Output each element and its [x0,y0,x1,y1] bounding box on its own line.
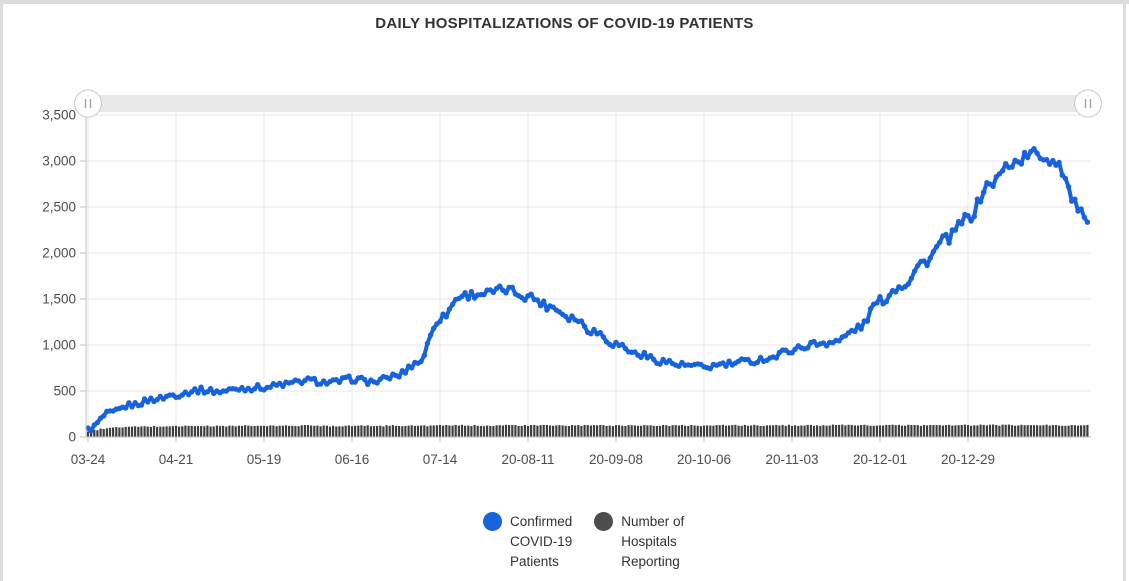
x-axis-label: 20-12-29 [941,452,995,467]
y-axis-label: 2,000 [42,246,76,261]
x-axis-label: 03-24 [71,452,106,467]
x-axis: 03-24 04-21 05-19 06-16 07-14 20-08-11 20-09-0… [71,437,995,467]
y-axis-label: 1,000 [42,338,76,353]
confirmed-patients-line [85,146,1091,434]
x-axis-label: 20-08-11 [501,452,554,467]
axes [85,112,1091,438]
x-axis-label: 07-14 [423,452,458,467]
y-axis-label: 1,500 [42,292,76,307]
legend-item-confirmed[interactable]: Confirmed COVID-19 Patients [483,512,572,572]
x-axis-label: 06-16 [335,452,370,467]
y-axis: 0 500 1,000 1,500 2,000 2,500 3,000 3,500 [42,108,86,445]
legend-label-confirmed: Confirmed COVID-19 Patients [510,514,573,569]
drag-handle-icon [1084,99,1092,108]
legend-swatch-confirmed-icon [483,512,502,531]
x-axis-label: 20-12-01 [853,452,907,467]
legend-swatch-hospitals-icon [594,512,614,531]
x-axis-label: 20-09-08 [589,452,643,467]
legend-item-hospitals[interactable]: Number of Hospitals Reporting [594,512,684,572]
y-axis-label: 2,500 [42,200,76,215]
slider-handle-right[interactable] [1074,89,1102,118]
slider-track[interactable] [85,95,1091,112]
chart-title: DAILY HOSPITALIZATIONS OF COVID-19 PATIE… [375,15,754,32]
y-axis-label: 3,000 [42,154,76,169]
x-axis-label: 05-19 [247,452,282,467]
chart-legend: Confirmed COVID-19 Patients Number of Ho… [483,512,684,572]
slider-handle-left[interactable] [74,89,102,118]
x-axis-label: 20-11-03 [765,452,818,467]
x-axis-label: 04-21 [159,452,194,467]
y-axis-label: 3,500 [42,108,76,123]
hospitals-reporting-bars [86,424,1089,437]
y-axis-label: 0 [68,430,76,445]
y-axis-label: 500 [53,384,76,399]
legend-label-hospitals: Number of Hospitals Reporting [621,514,685,569]
x-axis-label: 20-10-06 [677,452,731,467]
time-range-slider[interactable] [74,89,1102,118]
drag-handle-icon [84,99,92,108]
